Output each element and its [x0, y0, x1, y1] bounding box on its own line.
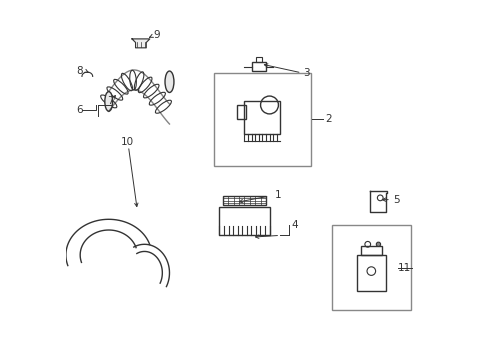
Bar	[223, 196, 265, 205]
Ellipse shape	[164, 71, 174, 93]
Text: 6: 6	[77, 105, 83, 115]
Bar	[251, 62, 265, 71]
Text: 8: 8	[77, 66, 83, 76]
Bar	[237, 105, 246, 119]
Text: 4: 4	[290, 220, 297, 230]
Bar	[331, 225, 410, 310]
Text: 5: 5	[392, 195, 399, 204]
Text: 11: 11	[397, 262, 410, 273]
Circle shape	[376, 242, 380, 247]
Text: 3: 3	[303, 68, 309, 78]
Bar	[360, 246, 381, 255]
Ellipse shape	[104, 91, 112, 111]
Bar	[356, 255, 385, 291]
Text: 2: 2	[324, 113, 331, 123]
Bar	[219, 207, 269, 235]
Bar	[214, 73, 310, 166]
Text: 10: 10	[121, 138, 134, 148]
Text: 7: 7	[107, 96, 113, 107]
Text: 1: 1	[274, 190, 281, 201]
Text: 9: 9	[153, 30, 160, 40]
Polygon shape	[132, 39, 149, 48]
Bar	[244, 102, 280, 134]
Bar	[255, 57, 261, 62]
